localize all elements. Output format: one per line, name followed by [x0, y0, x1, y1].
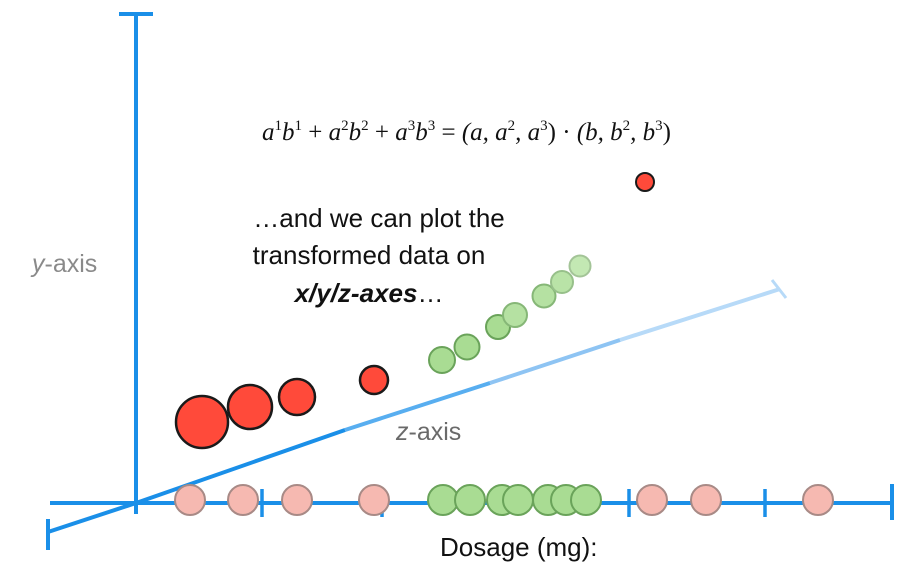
y-axis-label: y-axis — [30, 250, 97, 278]
transformed-red-points — [174, 172, 655, 450]
data-point — [281, 484, 313, 516]
data-point — [428, 346, 456, 374]
caption-line-3: x/y/z-axes… — [293, 278, 444, 308]
transformed-green-points — [428, 254, 592, 374]
z-axis-label: z-axis — [395, 418, 461, 446]
data-point — [358, 484, 390, 516]
data-point — [453, 333, 481, 361]
caption-line-2: transformed data on — [253, 240, 486, 270]
data-point — [570, 484, 602, 516]
equation: a1b1 + a2b2 + a3b3 = (a, a2, a3) · (b, b… — [262, 118, 671, 146]
y-axis — [119, 12, 153, 514]
data-point — [802, 484, 834, 516]
data-point — [550, 270, 574, 294]
data-point — [568, 254, 592, 278]
data-point — [174, 394, 230, 450]
caption-line-1: …and we can plot the — [253, 203, 505, 233]
data-point — [690, 484, 722, 516]
x-axis-label: Dosage (mg): — [440, 532, 598, 562]
data-point — [454, 484, 486, 516]
data-point — [502, 302, 528, 328]
data-point — [502, 484, 534, 516]
data-point — [635, 172, 655, 192]
data-point — [226, 383, 274, 431]
data-point — [227, 484, 259, 516]
z-axis — [47, 279, 788, 534]
data-point — [174, 484, 206, 516]
data-point — [636, 484, 668, 516]
data-point — [427, 484, 459, 516]
x-axis-points — [174, 484, 834, 516]
caption: …and we can plot the transformed data on… — [253, 203, 505, 308]
data-point — [531, 283, 557, 309]
data-point — [358, 364, 390, 396]
data-point — [277, 377, 317, 417]
